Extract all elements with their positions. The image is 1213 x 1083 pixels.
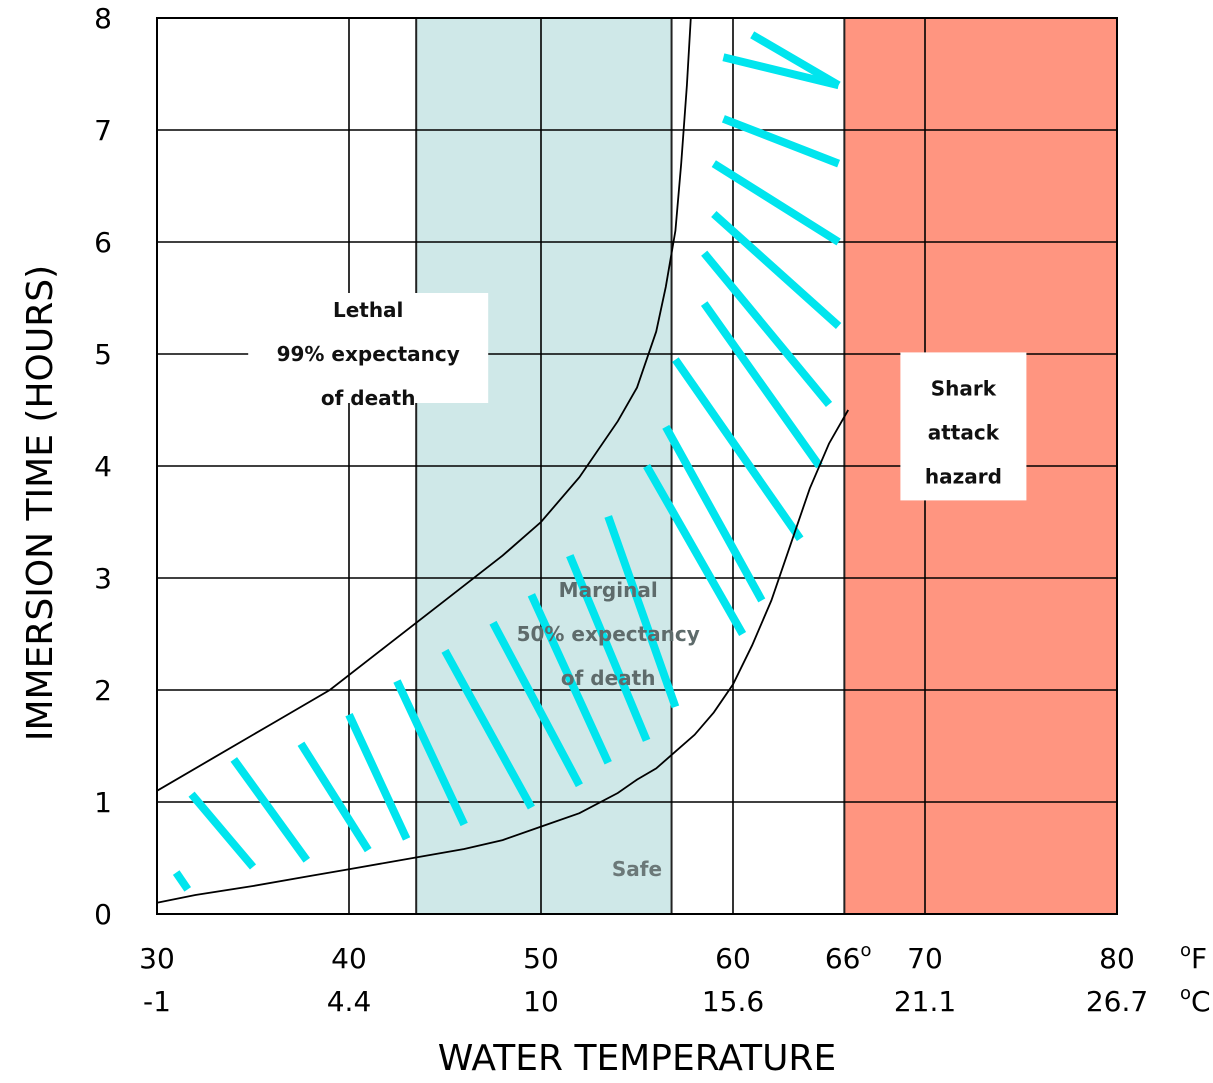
- x-tick-label-f-3: 60: [715, 942, 751, 975]
- y-tick-label-0: 0: [94, 898, 112, 931]
- hatch-mark-6: [441, 648, 535, 810]
- x-tick-label-f-2: 50: [523, 942, 559, 975]
- hatch-mark-7: [489, 620, 583, 788]
- hatch-mark-0: [172, 870, 192, 892]
- x-tick-label-c-5: 26.7: [1086, 985, 1148, 1018]
- series-curve-0: [156, 409, 849, 904]
- zone-label-marginal-2: of death: [561, 666, 656, 690]
- zone-label-lethal-0: Lethal: [333, 298, 403, 322]
- unit-label-f: oF: [1180, 940, 1207, 975]
- zone-label-safe-0: Safe: [612, 857, 662, 881]
- hatch-mark-5: [393, 679, 468, 827]
- label-box-lethal: [248, 293, 489, 403]
- x-tick-label-c-1: 4.4: [327, 985, 372, 1018]
- zone-label-marginal-1: 50% expectancy: [517, 622, 700, 646]
- hatch-mark-4: [345, 712, 411, 841]
- hatch-mark-9: [566, 554, 651, 742]
- y-tick-label-6: 6: [94, 226, 112, 259]
- x-tick-label-f-1: 40: [331, 942, 367, 975]
- y-axis-title: IMMERSION TIME (HOURS): [20, 265, 61, 741]
- curves-group: [156, 17, 849, 904]
- hatch-mark-18: [721, 115, 841, 168]
- label-box-shark: [900, 352, 1027, 501]
- hatch-mark-16: [711, 211, 842, 329]
- plot-frame: [156, 17, 1118, 915]
- y-tick-label-4: 4: [94, 450, 112, 483]
- unit-label-c: oC: [1180, 983, 1211, 1018]
- y-tick-label-1: 1: [94, 786, 112, 819]
- ticks-group: 0 1 2 3 4 5 6 7 8 30 40 50 60 66o 70 80 -1 4.4 10 15.6 21.1 2…: [94, 2, 1210, 1018]
- series-curve-1: [156, 17, 692, 792]
- hatch-mark-13: [672, 357, 804, 542]
- x-axis-title: WATER TEMPERATURE: [438, 1038, 836, 1079]
- y-tick-label-7: 7: [94, 114, 112, 147]
- y-tick-label-2: 2: [94, 674, 112, 707]
- x-tick-label-f-0: 30: [139, 942, 175, 975]
- hatch-mark-1: [188, 791, 257, 870]
- hatch-mark-3: [297, 741, 372, 853]
- hatch-mark-14: [700, 301, 823, 469]
- hatch-mark-12: [662, 424, 766, 603]
- zone-label-shark-2: hazard: [925, 464, 1002, 488]
- hatch-mark-20: [750, 31, 841, 89]
- hatch-group: [172, 31, 842, 892]
- hatch-mark-17: [711, 160, 841, 246]
- zone-label-shark-1: attack: [928, 420, 1000, 444]
- zone-label-marginal-0: Marginal: [559, 578, 658, 602]
- x-tick-label-c-3: 15.6: [702, 985, 764, 1018]
- x-tick-label-f-4: 66o: [825, 940, 872, 975]
- hatch-mark-15: [701, 250, 833, 407]
- x-tick-label-f-6: 80: [1099, 942, 1135, 975]
- hatch-mark-8: [527, 593, 612, 765]
- x-tick-label-c-0: -1: [143, 985, 171, 1018]
- hatch-mark-11: [643, 464, 747, 636]
- hatch-mark-2: [230, 757, 311, 863]
- y-tick-label-8: 8: [94, 2, 112, 35]
- hatch-mark-10: [604, 515, 680, 709]
- zone-label-lethal-1: 99% expectancy: [277, 342, 460, 366]
- x-tick-label-c-2: 10: [523, 985, 559, 1018]
- zone-label-shark-0: Shark: [931, 376, 997, 400]
- y-tick-label-5: 5: [94, 338, 112, 371]
- x-tick-label-f-5: 70: [907, 942, 943, 975]
- hatch-mark-19: [722, 53, 840, 90]
- zone-label-lethal-2: of death: [321, 386, 416, 410]
- annotations-group: Lethal 99% expectancy of death Marginal 50% …: [248, 293, 1027, 881]
- y-tick-label-3: 3: [94, 562, 112, 595]
- x-tick-label-c-4: 21.1: [894, 985, 956, 1018]
